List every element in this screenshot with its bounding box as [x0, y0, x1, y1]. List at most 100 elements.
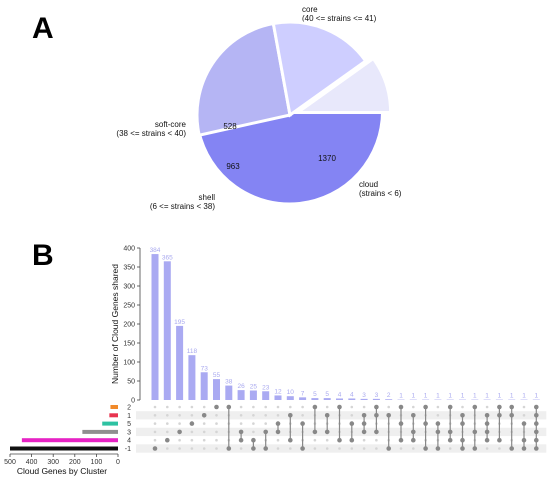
bar-value-label: 26: [237, 383, 245, 390]
bar-value-label: 3: [362, 392, 366, 399]
matrix-dot-filled: [472, 446, 478, 451]
intersection-bar: [360, 398, 368, 400]
matrix-dot-filled: [337, 437, 342, 443]
matrix-dot-filled: [534, 446, 539, 451]
set-name-label: 2: [127, 405, 131, 412]
intersection-bar: [286, 396, 294, 400]
matrix-dot-empty: [289, 405, 292, 409]
matrix-dot-filled: [411, 429, 416, 435]
matrix-dot-filled: [238, 429, 244, 435]
matrix-dot-filled: [460, 446, 465, 451]
matrix-dot-empty: [239, 447, 243, 450]
matrix-dot-empty: [436, 405, 440, 409]
matrix-dot-filled: [472, 404, 478, 410]
matrix-dot-empty: [362, 438, 366, 442]
matrix-dot-empty: [264, 414, 268, 417]
panel-label-a: A: [32, 12, 54, 45]
bar-value-label: 118: [187, 348, 198, 355]
matrix-dot-empty: [412, 447, 415, 450]
matrix-dot-empty: [301, 414, 304, 417]
bar-value-label: 4: [338, 391, 342, 398]
bar-value-label: 1: [399, 393, 403, 400]
matrix-dot-filled: [534, 421, 539, 426]
matrix-dot-filled: [337, 404, 342, 410]
slice-value-label: 528: [223, 122, 237, 131]
matrix-dot-filled: [152, 446, 158, 451]
bar-value-label: 1: [485, 393, 489, 400]
matrix-dot-empty: [252, 430, 255, 434]
matrix-dot-empty: [289, 447, 292, 450]
matrix-dot-filled: [484, 413, 490, 418]
intersection-bar: [274, 395, 282, 400]
intersection-bar: [262, 391, 270, 400]
bar-value-label: 384: [150, 247, 161, 254]
slice-category-label: core: [302, 5, 318, 14]
matrix-dot-empty: [178, 422, 181, 425]
bar-value-label: 1: [473, 393, 477, 400]
slice-category-label: shell: [199, 193, 216, 202]
bar-value-label: 1: [424, 393, 428, 400]
matrix-dot-empty: [239, 422, 243, 425]
intersection-bar: [348, 398, 356, 400]
matrix-dot-empty: [190, 447, 194, 450]
y-tick-label: 50: [127, 379, 135, 386]
bar-value-label: 73: [201, 365, 209, 372]
matrix-dot-filled: [534, 413, 539, 418]
matrix-dot-empty: [362, 447, 366, 450]
matrix-dot-filled: [435, 446, 441, 451]
matrix-dot-empty: [350, 405, 354, 409]
matrix-dot-filled: [374, 404, 379, 410]
matrix-dot-empty: [153, 405, 157, 409]
matrix-dot-filled: [251, 446, 256, 451]
matrix-dot-empty: [399, 447, 403, 450]
set-name-label: 1: [127, 413, 131, 420]
matrix-dot-empty: [239, 405, 243, 409]
bar-value-label: 55: [213, 372, 221, 379]
matrix-dot-empty: [522, 405, 526, 409]
set-size-bar: [10, 446, 118, 451]
matrix-dot-empty: [276, 414, 280, 417]
intersection-bar: [151, 254, 159, 400]
y-tick-label: 200: [123, 322, 135, 329]
intersection-bar: [372, 398, 380, 400]
matrix-dot-empty: [252, 422, 255, 425]
matrix-dot-filled: [534, 429, 539, 435]
matrix-dot-filled: [288, 437, 293, 443]
bar-value-label: 1: [436, 393, 440, 400]
intersection-bar: [323, 398, 331, 400]
intersection-bar: [299, 397, 307, 400]
bar-value-label: 365: [162, 254, 173, 261]
matrix-dot-filled: [534, 404, 539, 410]
matrix-dot-filled: [509, 413, 514, 418]
slice-range-label: (38 <= strains < 40): [116, 129, 186, 138]
matrix-dot-empty: [522, 414, 526, 417]
matrix-dot-empty: [215, 438, 218, 442]
matrix-dot-filled: [484, 429, 490, 435]
set-name-label: 4: [127, 438, 131, 445]
bar-value-label: 5: [325, 391, 329, 398]
matrix-dot-empty: [215, 414, 218, 417]
matrix-dot-filled: [374, 429, 379, 435]
matrix-dot-filled: [263, 446, 269, 451]
matrix-dot-filled: [177, 429, 182, 435]
pie-slice-shell: [271, 20, 368, 118]
matrix-dot-empty: [215, 447, 218, 450]
set-name-label: 5: [127, 421, 131, 428]
matrix-dot-empty: [190, 430, 194, 434]
matrix-dot-empty: [498, 447, 501, 450]
matrix-dot-filled: [288, 413, 293, 418]
matrix-dot-filled: [447, 429, 453, 435]
matrix-dot-empty: [362, 405, 366, 409]
matrix-dot-empty: [276, 405, 280, 409]
pie-slice-core: [196, 109, 385, 206]
matrix-dot-filled: [263, 429, 269, 435]
set-x-tick-label: 400: [26, 459, 38, 466]
matrix-dot-empty: [166, 422, 169, 425]
bar-value-label: 4: [350, 391, 354, 398]
bar-value-label: 7: [301, 390, 305, 397]
bar-value-label: 1: [461, 393, 465, 400]
matrix-dot-empty: [166, 405, 169, 409]
intersection-bar: [311, 398, 319, 400]
matrix-dot-empty: [239, 414, 243, 417]
